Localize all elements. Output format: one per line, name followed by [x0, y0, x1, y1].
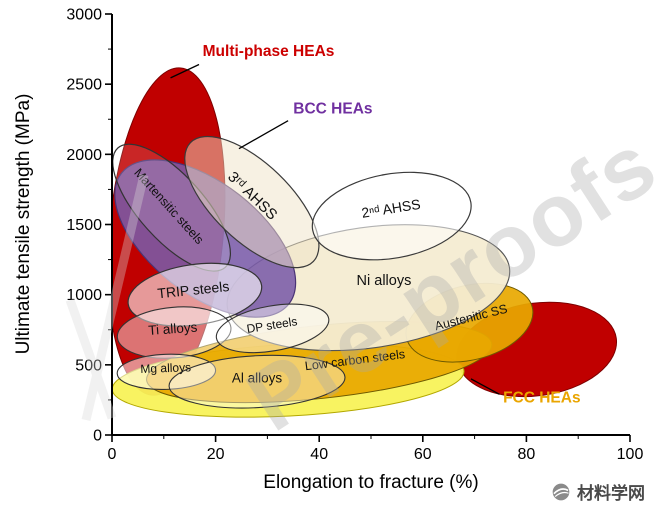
site-logo: 材料学网 [551, 479, 645, 504]
y-tick-label: 500 [75, 357, 102, 374]
annotations-layer: Multi-phase HEAs BCC HEAs FCC HEAs [170, 43, 581, 407]
x-tick-label: 40 [310, 446, 328, 463]
region-label-al-alloys: Al alloys [232, 370, 283, 385]
x-tick-label: 60 [414, 446, 432, 463]
region-label-ni-alloys: Ni alloys [357, 273, 412, 289]
region-label-mg-alloys: Mg alloys [140, 360, 191, 376]
watermark-streaks [65, 173, 149, 422]
y-tick-label: 3000 [66, 7, 102, 24]
region-trip-steels [127, 262, 263, 327]
x-tick-label: 100 [617, 446, 644, 463]
logo-globe-icon [552, 483, 570, 500]
x-tick-label: 80 [518, 446, 536, 463]
callout-label-fcc-heas: FCC HEAs [503, 390, 581, 407]
region-al-alloys [168, 354, 346, 409]
y-tick-label: 2500 [66, 77, 102, 94]
region-label-trip-steels: TRIP steels [157, 278, 230, 301]
region-3rd-ahss [184, 135, 320, 269]
callout-line-fcc-heas [470, 378, 500, 395]
callout-label-bcc-heas: BCC HEAs [293, 101, 372, 118]
y-tick-label: 1500 [66, 217, 102, 234]
y-tick-label: 0 [93, 428, 102, 445]
callout-line-bcc-heas [238, 120, 289, 150]
region-label-ti-alloys: Ti alloys [148, 320, 198, 338]
y-tick-label: 2000 [66, 147, 102, 164]
x-axis-title: Elongation to fracture (%) [263, 472, 479, 493]
callout-line-multi-phase-heas [170, 63, 200, 79]
region-2nd-ahss [311, 171, 472, 261]
x-tick-label: 0 [108, 446, 117, 463]
x-tick-label: 20 [207, 446, 225, 463]
region-dp-steels [215, 303, 330, 354]
watermark-streak [65, 298, 117, 420]
y-tick-label: 1000 [66, 287, 102, 304]
regions-layer [112, 67, 618, 418]
watermark-streak [81, 173, 149, 422]
logo-text: 材料学网 [577, 484, 645, 503]
region-mg-alloys [116, 353, 217, 391]
y-axis-title: Ultimate tensile strength (MPa) [13, 93, 34, 355]
callout-label-multi-phase-heas: Multi-phase HEAs [203, 43, 335, 60]
